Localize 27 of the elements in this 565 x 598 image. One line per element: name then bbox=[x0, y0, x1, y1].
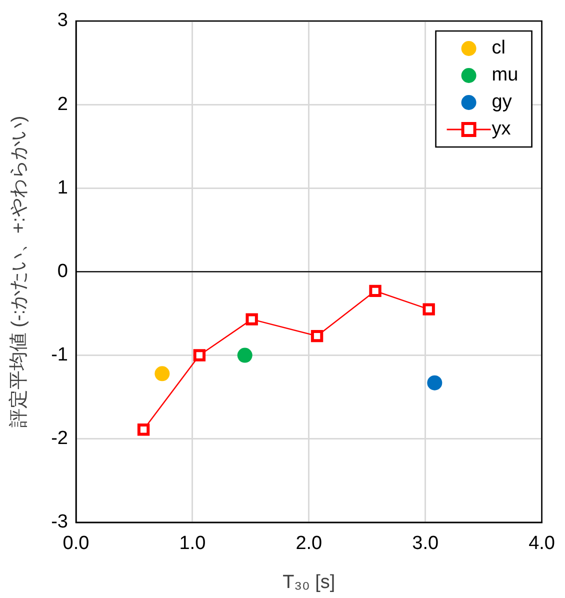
x-tick-label: 3.0 bbox=[412, 533, 439, 554]
y-tick-label: -1 bbox=[51, 344, 68, 366]
x-tick-label: 4.0 bbox=[528, 533, 556, 554]
legend-label: gy bbox=[492, 92, 512, 113]
point bbox=[427, 375, 442, 390]
x-tick-label: 1.0 bbox=[179, 533, 206, 554]
point bbox=[310, 330, 324, 342]
point bbox=[154, 366, 170, 382]
y-tick-label: 3 bbox=[57, 10, 68, 32]
x-axis-title: T₃₀ [s] bbox=[282, 572, 336, 593]
y-tick-label: 2 bbox=[57, 94, 68, 115]
x-tick-label: 2.0 bbox=[296, 533, 322, 554]
y-tick-label: 0 bbox=[57, 260, 68, 282]
y-tick-label: -3 bbox=[51, 512, 68, 533]
y-tick-label: -2 bbox=[51, 428, 68, 450]
point bbox=[137, 424, 150, 436]
legend-label: mu bbox=[492, 64, 518, 86]
point bbox=[422, 303, 435, 316]
point bbox=[369, 284, 382, 298]
legend-label: yx bbox=[492, 118, 512, 140]
point bbox=[246, 313, 258, 326]
legend-label: cl bbox=[492, 38, 506, 59]
y-tick-label: 1 bbox=[57, 177, 68, 198]
y-axis-title: 評定平均値 (-:かたい、+:やわらかい) bbox=[8, 116, 30, 428]
x-tick-label: 0.0 bbox=[62, 533, 90, 554]
point bbox=[193, 349, 206, 362]
point bbox=[237, 348, 252, 363]
